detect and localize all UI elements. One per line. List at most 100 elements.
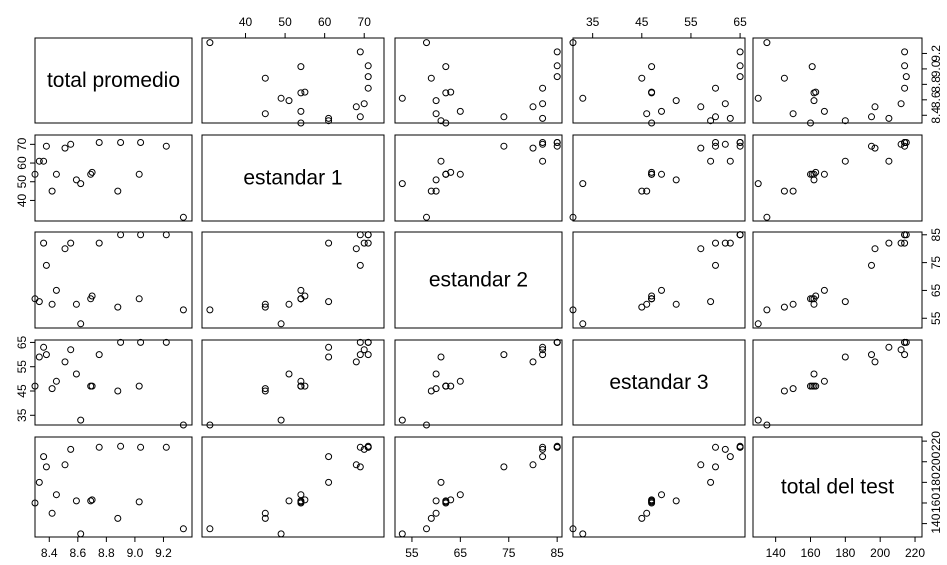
data-point — [553, 338, 561, 346]
data-point — [885, 239, 893, 247]
data-point — [648, 295, 656, 303]
data-point — [297, 491, 305, 499]
data-point — [297, 295, 305, 303]
panel-frame — [394, 231, 563, 329]
data-point — [500, 351, 508, 359]
panel-frame — [572, 231, 746, 329]
data-point — [539, 453, 547, 461]
panel-2-0 — [31, 231, 193, 329]
panel-frame — [394, 339, 563, 426]
data-point — [539, 114, 547, 122]
data-point — [820, 107, 828, 115]
data-point — [648, 168, 656, 176]
data-point — [427, 514, 435, 522]
data-point — [736, 142, 744, 150]
data-point — [95, 239, 103, 247]
data-point — [72, 300, 80, 308]
data-point — [437, 117, 445, 125]
data-point — [40, 343, 48, 351]
data-point — [356, 261, 364, 269]
data-point — [40, 157, 48, 165]
data-point — [179, 306, 187, 314]
data-point — [137, 231, 145, 239]
data-point — [901, 351, 909, 359]
data-point — [658, 170, 665, 178]
data-point — [364, 84, 372, 92]
data-point — [902, 73, 910, 81]
data-point — [325, 353, 333, 361]
data-point — [42, 261, 50, 269]
data-point — [763, 213, 771, 221]
data-point — [902, 231, 910, 239]
data-point — [447, 88, 455, 96]
data-point — [553, 48, 561, 56]
panel-frame — [394, 134, 563, 222]
data-point — [352, 245, 360, 253]
data-point — [48, 509, 56, 517]
panel-frame — [572, 339, 746, 426]
data-point — [72, 497, 80, 505]
data-point — [789, 110, 797, 118]
data-point — [137, 443, 145, 451]
data-point — [437, 478, 445, 486]
tick-label: 9.2 — [929, 45, 943, 62]
data-point — [539, 351, 547, 359]
data-point — [67, 239, 75, 247]
data-point — [442, 498, 450, 506]
panel-frame — [572, 134, 746, 222]
data-point — [820, 286, 828, 294]
tick-label: 75 — [502, 546, 516, 560]
variable-label: estandar 2 — [429, 269, 528, 292]
data-point — [360, 346, 368, 354]
data-point — [179, 525, 187, 533]
data-point — [285, 97, 293, 105]
tick-label: 160 — [929, 493, 943, 513]
data-point — [135, 498, 143, 506]
data-point — [648, 119, 656, 127]
panel-frame — [34, 231, 193, 329]
data-point — [712, 142, 719, 150]
data-point — [35, 298, 43, 306]
data-point — [72, 176, 80, 184]
tick-label: 70 — [15, 137, 29, 151]
data-point — [72, 370, 80, 378]
tick-label: 45 — [15, 384, 29, 398]
data-point — [437, 353, 445, 361]
data-point — [297, 377, 305, 385]
tick-label: 85 — [550, 546, 564, 560]
data-point — [61, 358, 69, 366]
data-point — [712, 239, 719, 247]
tick-label: 45 — [635, 15, 649, 29]
data-point — [261, 300, 269, 308]
data-point — [356, 351, 364, 359]
data-point — [261, 509, 269, 517]
data-point — [297, 63, 305, 71]
data-point — [77, 530, 85, 538]
data-point — [456, 170, 464, 178]
data-point — [789, 385, 797, 393]
tick-label: 65 — [733, 15, 747, 29]
data-point — [712, 84, 719, 92]
data-point — [423, 39, 430, 47]
data-point — [325, 453, 333, 461]
data-point — [569, 39, 577, 47]
data-point — [48, 385, 56, 393]
data-point — [277, 530, 285, 538]
data-point — [638, 303, 646, 311]
data-point — [87, 497, 95, 505]
data-point — [841, 353, 849, 361]
data-point — [117, 231, 125, 239]
tick-label: 55 — [15, 360, 29, 374]
data-point — [812, 88, 820, 96]
data-point — [553, 73, 561, 81]
tick-label: 220 — [905, 546, 925, 560]
panel-frame — [201, 37, 385, 124]
data-point — [61, 144, 69, 152]
data-point — [885, 157, 893, 165]
data-point — [648, 170, 656, 178]
data-point — [638, 514, 646, 522]
data-point — [77, 180, 85, 188]
data-point — [539, 343, 547, 351]
data-point — [901, 142, 909, 150]
data-point — [427, 387, 435, 395]
